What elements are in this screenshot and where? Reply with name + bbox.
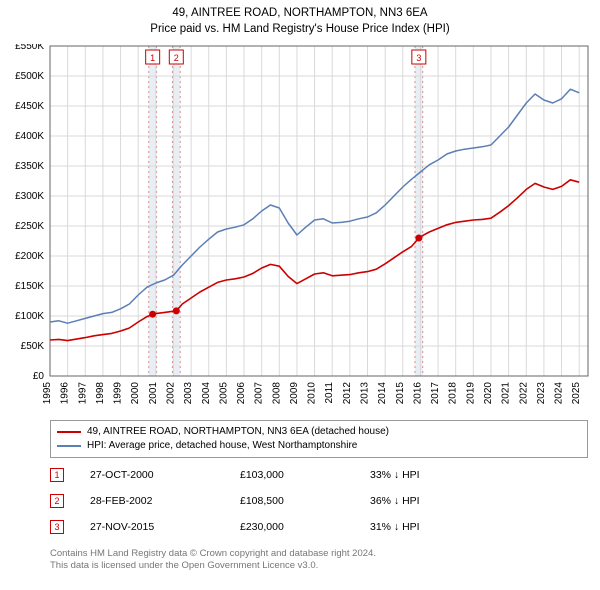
svg-text:2025: 2025 [571,382,582,405]
svg-text:2000: 2000 [130,382,141,405]
svg-text:1997: 1997 [77,382,88,405]
svg-text:2003: 2003 [183,382,194,405]
sale-pct: 33% ↓ HPI [370,469,420,481]
sale-marker-box: 2 [50,494,64,508]
sale-row: 3 27-NOV-2015 £230,000 31% ↓ HPI [50,514,588,540]
svg-text:2013: 2013 [360,382,371,405]
svg-text:1998: 1998 [95,382,106,405]
svg-text:1995: 1995 [42,382,53,405]
sale-price: £108,500 [240,495,370,507]
sale-price: £230,000 [240,521,370,533]
title-line1: 49, AINTREE ROAD, NORTHAMPTON, NN3 6EA [0,6,600,22]
svg-text:£450K: £450K [15,101,44,112]
chart-container: 49, AINTREE ROAD, NORTHAMPTON, NN3 6EA P… [0,0,600,590]
legend-swatch [57,431,81,433]
svg-text:1: 1 [150,53,155,63]
svg-text:2008: 2008 [271,382,282,405]
svg-text:£350K: £350K [15,161,44,172]
svg-text:2023: 2023 [536,382,547,405]
svg-text:2012: 2012 [342,382,353,405]
chart-area: 123£0£50K£100K£150K£200K£250K£300K£350K£… [50,46,588,410]
legend-label: 49, AINTREE ROAD, NORTHAMPTON, NN3 6EA (… [87,425,389,439]
legend-item: HPI: Average price, detached house, West… [57,439,581,453]
sales-list: 1 27-OCT-2000 £103,000 33% ↓ HPI 2 28-FE… [50,462,588,540]
svg-text:£500K: £500K [15,71,44,82]
title-block: 49, AINTREE ROAD, NORTHAMPTON, NN3 6EA P… [0,0,600,37]
footer: Contains HM Land Registry data © Crown c… [50,548,588,573]
svg-text:2001: 2001 [148,382,159,405]
svg-text:2002: 2002 [165,382,176,405]
svg-text:2015: 2015 [395,382,406,405]
sale-date: 28-FEB-2002 [90,495,240,507]
legend-item: 49, AINTREE ROAD, NORTHAMPTON, NN3 6EA (… [57,425,581,439]
sale-marker-box: 3 [50,520,64,534]
svg-text:£150K: £150K [15,281,44,292]
svg-text:2010: 2010 [307,382,318,405]
svg-text:2: 2 [174,53,179,63]
sale-row: 1 27-OCT-2000 £103,000 33% ↓ HPI [50,462,588,488]
svg-text:2017: 2017 [430,382,441,405]
svg-text:1996: 1996 [60,382,71,405]
svg-text:2006: 2006 [236,382,247,405]
sale-pct: 31% ↓ HPI [370,521,420,533]
svg-text:£100K: £100K [15,311,44,322]
sale-pct: 36% ↓ HPI [370,495,420,507]
title-line2: Price paid vs. HM Land Registry's House … [0,22,600,38]
footer-line2: This data is licensed under the Open Gov… [50,560,588,572]
svg-text:£550K: £550K [15,44,44,52]
svg-text:2004: 2004 [201,382,212,405]
svg-text:£400K: £400K [15,131,44,142]
svg-text:3: 3 [416,53,421,63]
footer-line1: Contains HM Land Registry data © Crown c… [50,548,588,560]
svg-text:2005: 2005 [218,382,229,405]
svg-text:£200K: £200K [15,251,44,262]
svg-text:£0: £0 [33,371,45,382]
svg-text:2019: 2019 [465,382,476,405]
sale-date: 27-NOV-2015 [90,521,240,533]
sale-date: 27-OCT-2000 [90,469,240,481]
svg-text:2007: 2007 [254,382,265,405]
svg-text:2024: 2024 [554,382,565,405]
sale-marker-box: 1 [50,468,64,482]
svg-text:2021: 2021 [501,382,512,405]
svg-text:2014: 2014 [377,382,388,405]
svg-text:2022: 2022 [518,382,529,405]
svg-text:£250K: £250K [15,221,44,232]
svg-text:2011: 2011 [324,382,335,404]
svg-text:2020: 2020 [483,382,494,405]
legend-swatch [57,445,81,447]
svg-text:1999: 1999 [113,382,124,405]
legend-label: HPI: Average price, detached house, West… [87,439,357,453]
legend: 49, AINTREE ROAD, NORTHAMPTON, NN3 6EA (… [50,420,588,458]
svg-text:2009: 2009 [289,382,300,405]
sale-row: 2 28-FEB-2002 £108,500 36% ↓ HPI [50,488,588,514]
line-chart-svg: 1 2 3 £0 £50K £100K £150K £200K £250K £300K £350K £… [6,44,592,412]
svg-text:£50K: £50K [21,341,45,352]
svg-text:2018: 2018 [448,382,459,405]
svg-text:2016: 2016 [412,382,423,405]
sale-price: £103,000 [240,469,370,481]
svg-text:£300K: £300K [15,191,44,202]
